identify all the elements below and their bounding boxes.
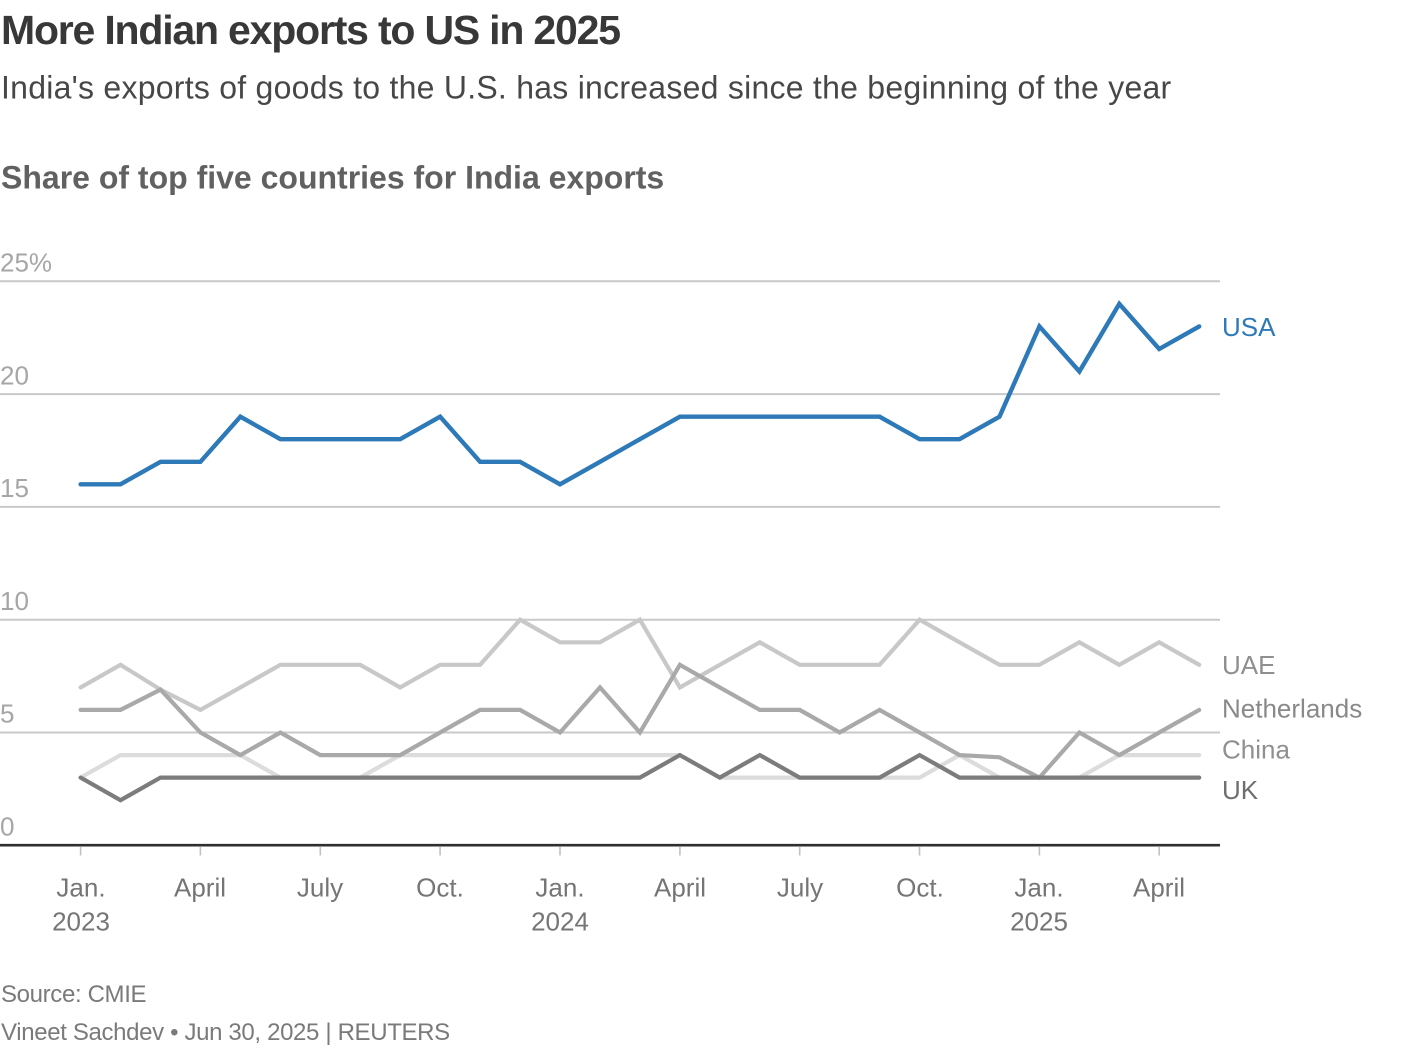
svg-text:5: 5: [0, 699, 14, 729]
svg-text:July: July: [297, 873, 343, 903]
svg-text:Jan.: Jan.: [535, 873, 584, 903]
svg-text:10: 10: [0, 586, 29, 616]
svg-text:UAE: UAE: [1222, 650, 1275, 680]
svg-text:July: July: [777, 873, 823, 903]
svg-text:2023: 2023: [52, 907, 110, 937]
svg-text:UK: UK: [1222, 775, 1259, 805]
svg-text:25%: 25%: [0, 248, 52, 278]
svg-text:20: 20: [0, 360, 29, 390]
svg-text:Jan.: Jan.: [56, 873, 105, 903]
svg-text:Jan.: Jan.: [1014, 873, 1063, 903]
svg-text:0: 0: [0, 812, 14, 842]
svg-text:China: China: [1222, 735, 1290, 765]
svg-text:Oct.: Oct.: [896, 873, 944, 903]
svg-text:More Indian exports to US in 2: More Indian exports to US in 2025: [1, 7, 620, 53]
svg-text:Vineet Sachdev • Jun 30, 2025: Vineet Sachdev • Jun 30, 2025 | REUTERS: [1, 1019, 450, 1046]
svg-text:USA: USA: [1222, 312, 1276, 342]
svg-text:Source: CMIE: Source: CMIE: [1, 981, 146, 1008]
svg-text:India's exports of goods to th: India's exports of goods to the U.S. has…: [1, 70, 1172, 106]
svg-text:April: April: [654, 873, 706, 903]
svg-text:15: 15: [0, 473, 29, 503]
svg-text:April: April: [174, 873, 226, 903]
svg-text:Oct.: Oct.: [416, 873, 464, 903]
svg-text:Netherlands: Netherlands: [1222, 694, 1362, 724]
svg-text:Share of top five countries fo: Share of top five countries for India ex…: [1, 160, 664, 196]
svg-text:2025: 2025: [1010, 907, 1068, 937]
svg-text:2024: 2024: [531, 907, 589, 937]
svg-text:April: April: [1133, 873, 1185, 903]
